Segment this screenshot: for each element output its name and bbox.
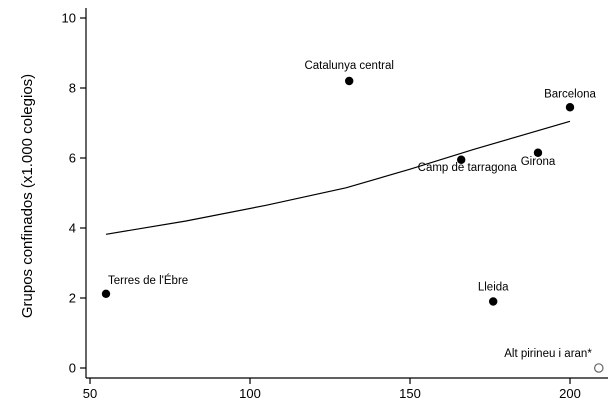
y-tick-label: 4 xyxy=(69,221,76,236)
data-point-label: Girona xyxy=(521,156,556,168)
data-point-label: Catalunya central xyxy=(304,60,394,72)
axes xyxy=(85,8,608,379)
data-point xyxy=(565,103,575,112)
x-tick-label: 50 xyxy=(83,386,97,401)
data-point-label: Alt pirineu i aran* xyxy=(504,348,592,360)
y-tick-label: 6 xyxy=(69,151,76,166)
data-point xyxy=(101,289,111,298)
data-point-label: Camp de tarragona xyxy=(418,162,518,174)
data-point xyxy=(345,76,354,86)
data-point-label: Barcelona xyxy=(544,88,596,100)
data-point xyxy=(489,297,498,306)
y-axis-title: Grupos confinados (x1.000 colegios) xyxy=(19,74,36,318)
points: Catalunya central Barcelona Camp de tarrag… xyxy=(101,60,604,373)
fit-line-group xyxy=(105,120,571,235)
data-point-label: Terres de l'Ébre xyxy=(108,274,188,287)
data-point xyxy=(457,155,466,164)
y-tick-label: 0 xyxy=(69,361,76,376)
y-tick-label: 8 xyxy=(69,81,76,96)
ticks: 0 2 4 6 8 10 50 100 150 200 xyxy=(62,11,581,401)
x-tick-label: 100 xyxy=(239,386,261,401)
fit-line xyxy=(105,120,571,235)
x-tick-label: 150 xyxy=(399,386,421,401)
data-point-label: Lleida xyxy=(478,282,509,294)
data-point xyxy=(593,363,604,373)
y-tick-label: 10 xyxy=(62,11,76,26)
data-point xyxy=(533,148,543,157)
x-tick-label: 200 xyxy=(559,386,581,401)
y-tick-label: 2 xyxy=(69,291,76,306)
